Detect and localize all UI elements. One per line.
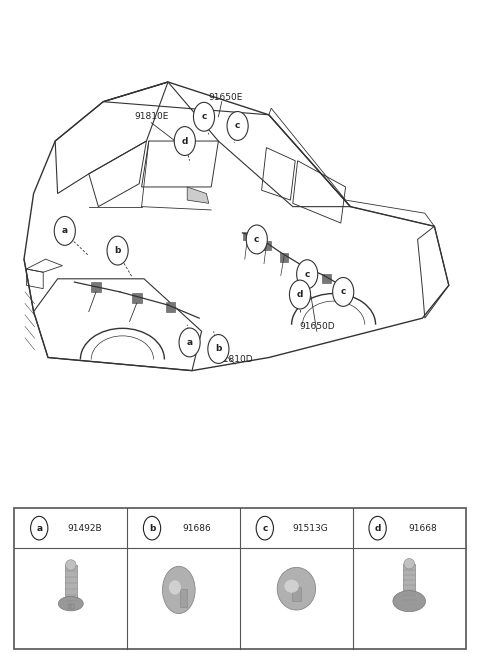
Bar [64, 565, 77, 604]
Ellipse shape [284, 580, 299, 593]
Circle shape [289, 280, 311, 309]
Circle shape [54, 216, 75, 245]
Text: 91650D: 91650D [299, 322, 335, 331]
Circle shape [107, 236, 128, 265]
Ellipse shape [277, 567, 316, 610]
Text: 91513G: 91513G [292, 523, 328, 533]
Bar [243, 232, 252, 240]
Bar [180, 588, 187, 607]
Text: c: c [201, 112, 207, 121]
Bar [280, 253, 288, 262]
Text: d: d [297, 290, 303, 299]
Ellipse shape [162, 566, 195, 613]
Circle shape [179, 328, 200, 357]
Bar [166, 302, 175, 312]
Text: 91650E: 91650E [208, 92, 243, 102]
Bar [71, 604, 74, 609]
FancyBboxPatch shape [14, 508, 466, 649]
Circle shape [31, 516, 48, 540]
Text: b: b [114, 246, 121, 255]
Circle shape [246, 225, 267, 254]
Circle shape [369, 516, 386, 540]
Circle shape [174, 127, 195, 155]
Text: d: d [374, 523, 381, 533]
Text: 91492B: 91492B [67, 523, 102, 533]
Circle shape [227, 112, 248, 140]
Text: 91810D: 91810D [217, 355, 253, 364]
Bar [132, 293, 142, 303]
Text: b: b [215, 344, 222, 354]
Circle shape [256, 516, 274, 540]
Bar [262, 241, 271, 250]
Bar [303, 266, 312, 275]
Text: c: c [340, 287, 346, 297]
Bar [403, 564, 416, 601]
Polygon shape [187, 187, 209, 203]
Text: c: c [235, 121, 240, 131]
Text: a: a [187, 338, 192, 347]
Ellipse shape [59, 596, 84, 611]
Ellipse shape [65, 560, 76, 570]
Text: b: b [149, 523, 155, 533]
Text: c: c [262, 523, 267, 533]
Circle shape [144, 516, 161, 540]
Text: a: a [36, 523, 42, 533]
Text: c: c [304, 270, 310, 279]
Ellipse shape [393, 590, 426, 611]
Circle shape [208, 335, 229, 363]
Bar [322, 274, 331, 283]
Text: a: a [62, 226, 68, 236]
Circle shape [333, 277, 354, 306]
Bar [292, 588, 300, 601]
Text: 91810E: 91810E [134, 112, 168, 121]
Text: 91668: 91668 [408, 523, 437, 533]
Text: c: c [254, 235, 260, 244]
Circle shape [297, 260, 318, 289]
Bar [68, 604, 70, 609]
Circle shape [193, 102, 215, 131]
Ellipse shape [169, 581, 181, 594]
Bar [91, 282, 101, 292]
Text: d: d [181, 136, 188, 146]
Ellipse shape [404, 558, 415, 569]
Text: 91686: 91686 [183, 523, 212, 533]
